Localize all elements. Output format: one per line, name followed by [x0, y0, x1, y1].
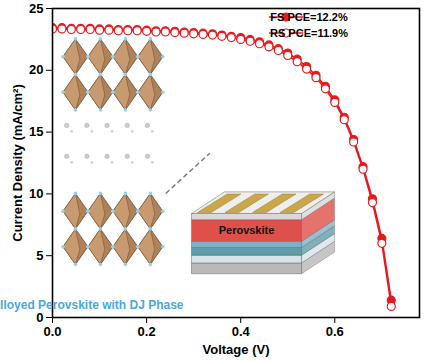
- svg-text:10: 10: [29, 186, 43, 201]
- svg-text:2D Pb-Sn Alloyed Perovskite wi: 2D Pb-Sn Alloyed Perovskite with DJ Phas…: [0, 298, 184, 312]
- svg-text:Voltage (V): Voltage (V): [203, 342, 270, 357]
- svg-text:15: 15: [29, 124, 43, 139]
- svg-text:Perovskite: Perovskite: [219, 224, 275, 236]
- svg-text:0.4: 0.4: [232, 324, 251, 339]
- svg-text:0.0: 0.0: [43, 324, 61, 339]
- svg-text:25: 25: [29, 1, 43, 16]
- svg-text:0.2: 0.2: [138, 324, 156, 339]
- svg-text:5: 5: [36, 248, 43, 263]
- svg-text:0: 0: [36, 309, 44, 325]
- svg-text:0.6: 0.6: [326, 324, 344, 339]
- svg-text:20: 20: [29, 62, 43, 77]
- svg-text:RS PCE=11.9%: RS PCE=11.9%: [270, 27, 348, 39]
- svg-text:Current Density (mA/cm²): Current Density (mA/cm²): [10, 84, 25, 241]
- svg-text:FS PCE=12.2%: FS PCE=12.2%: [270, 11, 348, 23]
